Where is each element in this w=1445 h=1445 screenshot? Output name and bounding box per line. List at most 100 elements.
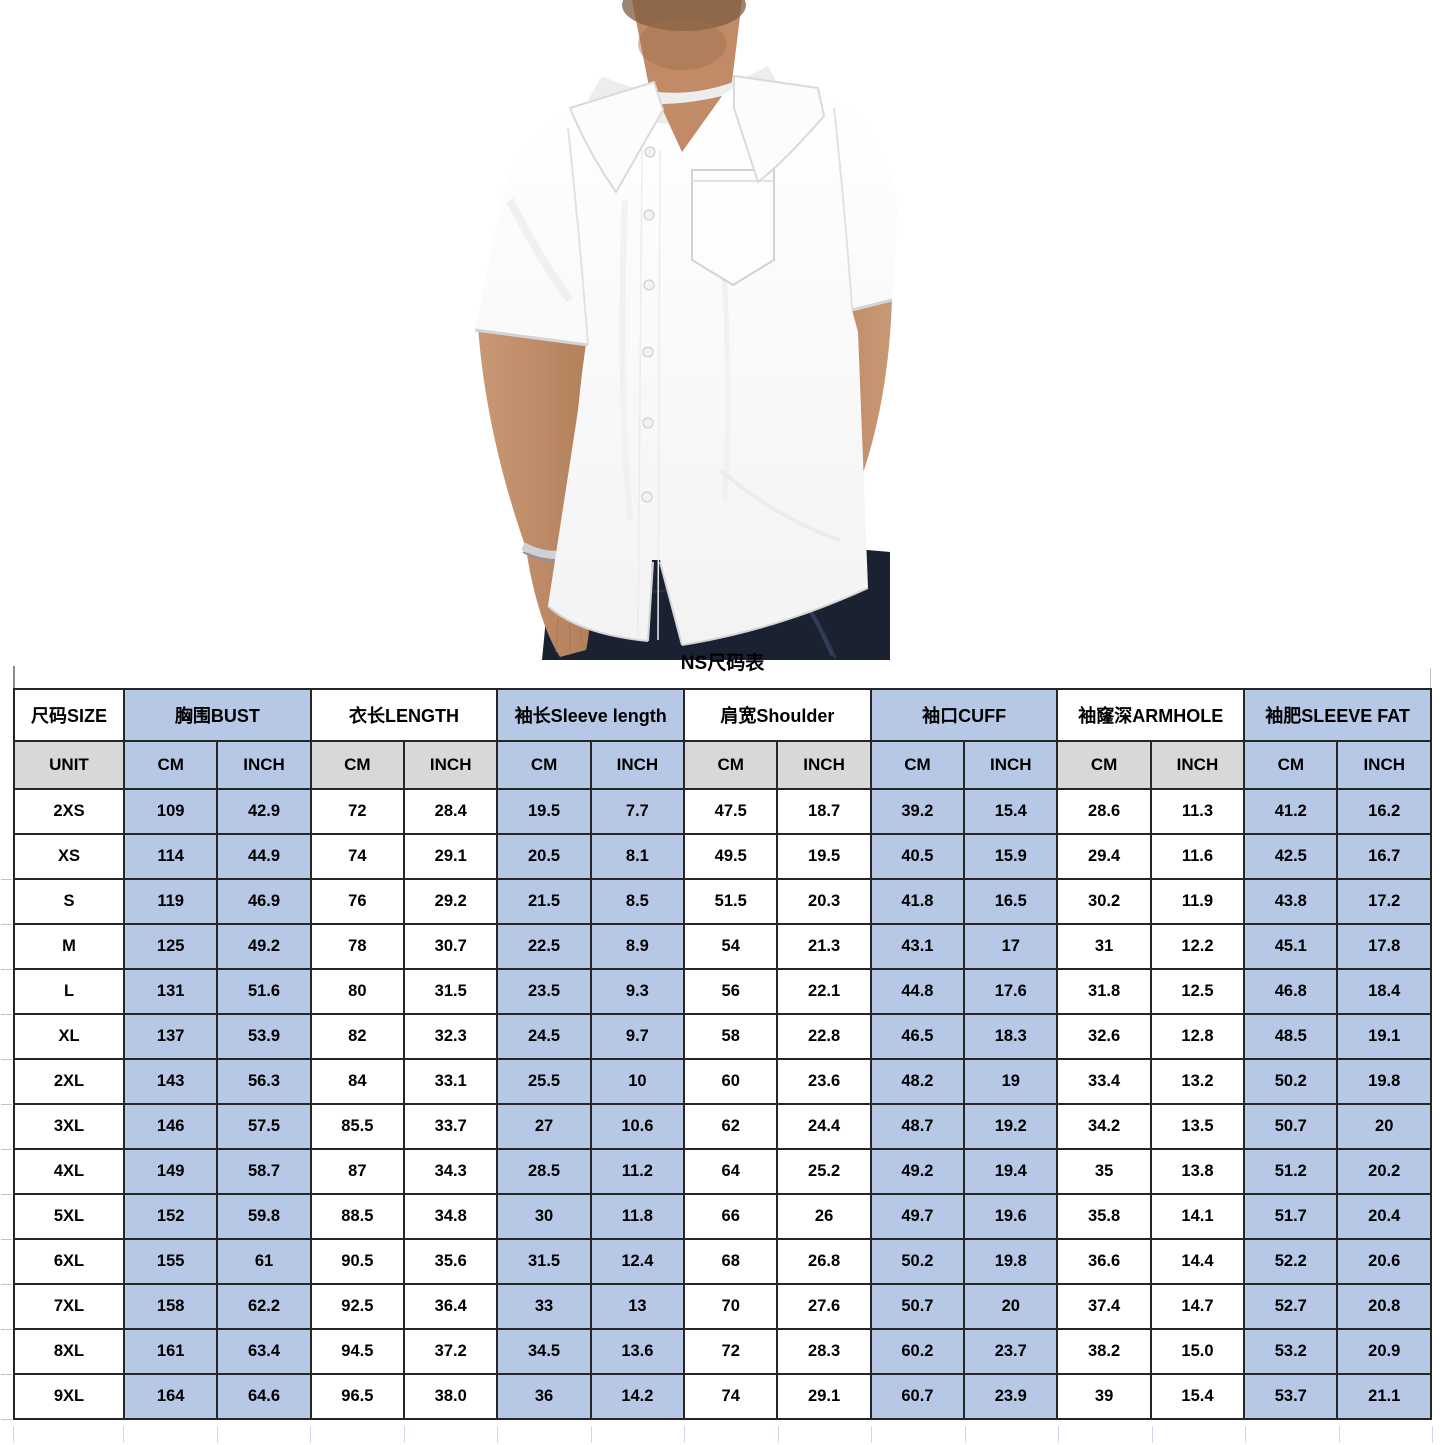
value-cell: 72 [683,1328,779,1375]
value-cell: 49.7 [869,1193,966,1240]
value-cell: 60.7 [869,1373,966,1420]
group-header-cell: 袖肥SLEEVE FAT [1243,688,1432,742]
value-cell: 9.3 [589,968,686,1015]
value-cell: 36 [496,1373,592,1420]
value-cell: 51.2 [1243,1148,1339,1195]
value-cell: 46.9 [216,878,312,925]
size-cell: 5XL [13,1193,125,1240]
value-cell: 87 [309,1148,406,1195]
value-cell: 60 [683,1058,779,1105]
unit-cm-cell: CM [309,740,406,790]
value-cell: 61 [216,1238,312,1285]
value-cell: 92.5 [309,1283,406,1330]
value-cell: 66 [683,1193,779,1240]
value-cell: 149 [122,1148,219,1195]
value-cell: 19.5 [496,788,592,835]
model-illustration [474,0,898,660]
value-cell: 16.5 [963,878,1059,925]
value-cell: 30.7 [403,923,499,970]
value-cell: 62.2 [216,1283,312,1330]
value-cell: 49.5 [683,833,779,880]
corner-header-cell: 尺码SIZE [13,688,125,742]
group-header-cell: 胸围BUST [123,688,312,742]
gridline [1245,1426,1246,1443]
value-cell: 12.2 [1149,923,1246,970]
gridline [217,1426,218,1443]
value-cell: 146 [122,1103,219,1150]
neckline-skin [660,96,722,152]
value-cell: 34.3 [403,1148,499,1195]
value-cell: 76 [309,878,406,925]
value-cell: 31.5 [496,1238,592,1285]
unit-inch-cell: INCH [1336,740,1432,790]
value-cell: 53.9 [216,1013,312,1060]
value-cell: 48.7 [869,1103,966,1150]
value-cell: 50.7 [1243,1103,1339,1150]
value-cell: 49.2 [216,923,312,970]
button-placket [637,146,661,641]
value-cell: 56 [683,968,779,1015]
size-cell: 8XL [13,1328,125,1375]
value-cell: 29.4 [1056,833,1152,880]
gridline [310,1426,311,1443]
unit-cm-cell: CM [122,740,219,790]
value-cell: 14.1 [1149,1193,1246,1240]
value-cell: 50.2 [1243,1058,1339,1105]
value-cell: 42.9 [216,788,312,835]
unit-label-cell: UNIT [13,740,125,790]
value-cell: 84 [309,1058,406,1105]
value-cell: 13.5 [1149,1103,1246,1150]
value-cell: 16.2 [1336,788,1432,835]
value-cell: 35.6 [403,1238,499,1285]
unit-inch-cell: INCH [589,740,686,790]
value-cell: 18.4 [1336,968,1432,1015]
value-cell: 56.3 [216,1058,312,1105]
table-row: 6XL 155 61 90.5 35.6 31.5 12.4 68 26.8 50.2 19.8 36… [13,1238,1432,1285]
value-cell: 51.7 [1243,1193,1339,1240]
value-cell: 21.5 [496,878,592,925]
value-cell: 18.7 [776,788,872,835]
value-cell: 37.4 [1056,1283,1152,1330]
value-cell: 14.2 [589,1373,686,1420]
value-cell: 11.3 [1149,788,1246,835]
value-cell: 19.5 [776,833,872,880]
neck [622,0,746,113]
value-cell: 20.6 [1336,1238,1432,1285]
value-cell: 52.2 [1243,1238,1339,1285]
size-cell: 6XL [13,1238,125,1285]
value-cell: 30.2 [1056,878,1152,925]
value-cell: 13.6 [589,1328,686,1375]
value-cell: 41.8 [869,878,966,925]
value-cell: 22.8 [776,1013,872,1060]
value-cell: 36.4 [403,1283,499,1330]
value-cell: 53.7 [1243,1373,1339,1420]
partial-bottom-gridlines [13,1426,1433,1443]
value-cell: 29.1 [776,1373,872,1420]
group-header-cell: 肩宽Shoulder [683,688,872,742]
size-cell: 3XL [13,1103,125,1150]
value-cell: 24.4 [776,1103,872,1150]
value-cell: 33.4 [1056,1058,1152,1105]
value-cell: 72 [309,788,406,835]
value-cell: 18.3 [963,1013,1059,1060]
size-chart-title: NS尺码表 [680,653,765,674]
size-cell: 9XL [13,1373,125,1420]
group-header-cell: 袖口CUFF [869,688,1059,742]
size-cell: XS [13,833,125,880]
table-row: 8XL 161 63.4 94.5 37.2 34.5 13.6 72 28.3 60.2 23.7… [13,1328,1432,1375]
value-cell: 158 [122,1283,219,1330]
gridline [965,1426,966,1443]
value-cell: 58.7 [216,1148,312,1195]
value-cell: 50.2 [869,1238,966,1285]
gridline-stub-left [13,666,15,688]
value-cell: 57.5 [216,1103,312,1150]
value-cell: 114 [122,833,219,880]
value-cell: 17.2 [1336,878,1432,925]
size-cell: 7XL [13,1283,125,1330]
group-header-cell: 衣长LENGTH [309,688,499,742]
value-cell: 43.1 [869,923,966,970]
value-cell: 14.7 [1149,1283,1246,1330]
value-cell: 9.7 [589,1013,686,1060]
table-row: 2XS 109 42.9 72 28.4 19.5 7.7 47.5 18.7 39.2 15.4 2… [13,788,1432,835]
value-cell: 38.2 [1056,1328,1152,1375]
